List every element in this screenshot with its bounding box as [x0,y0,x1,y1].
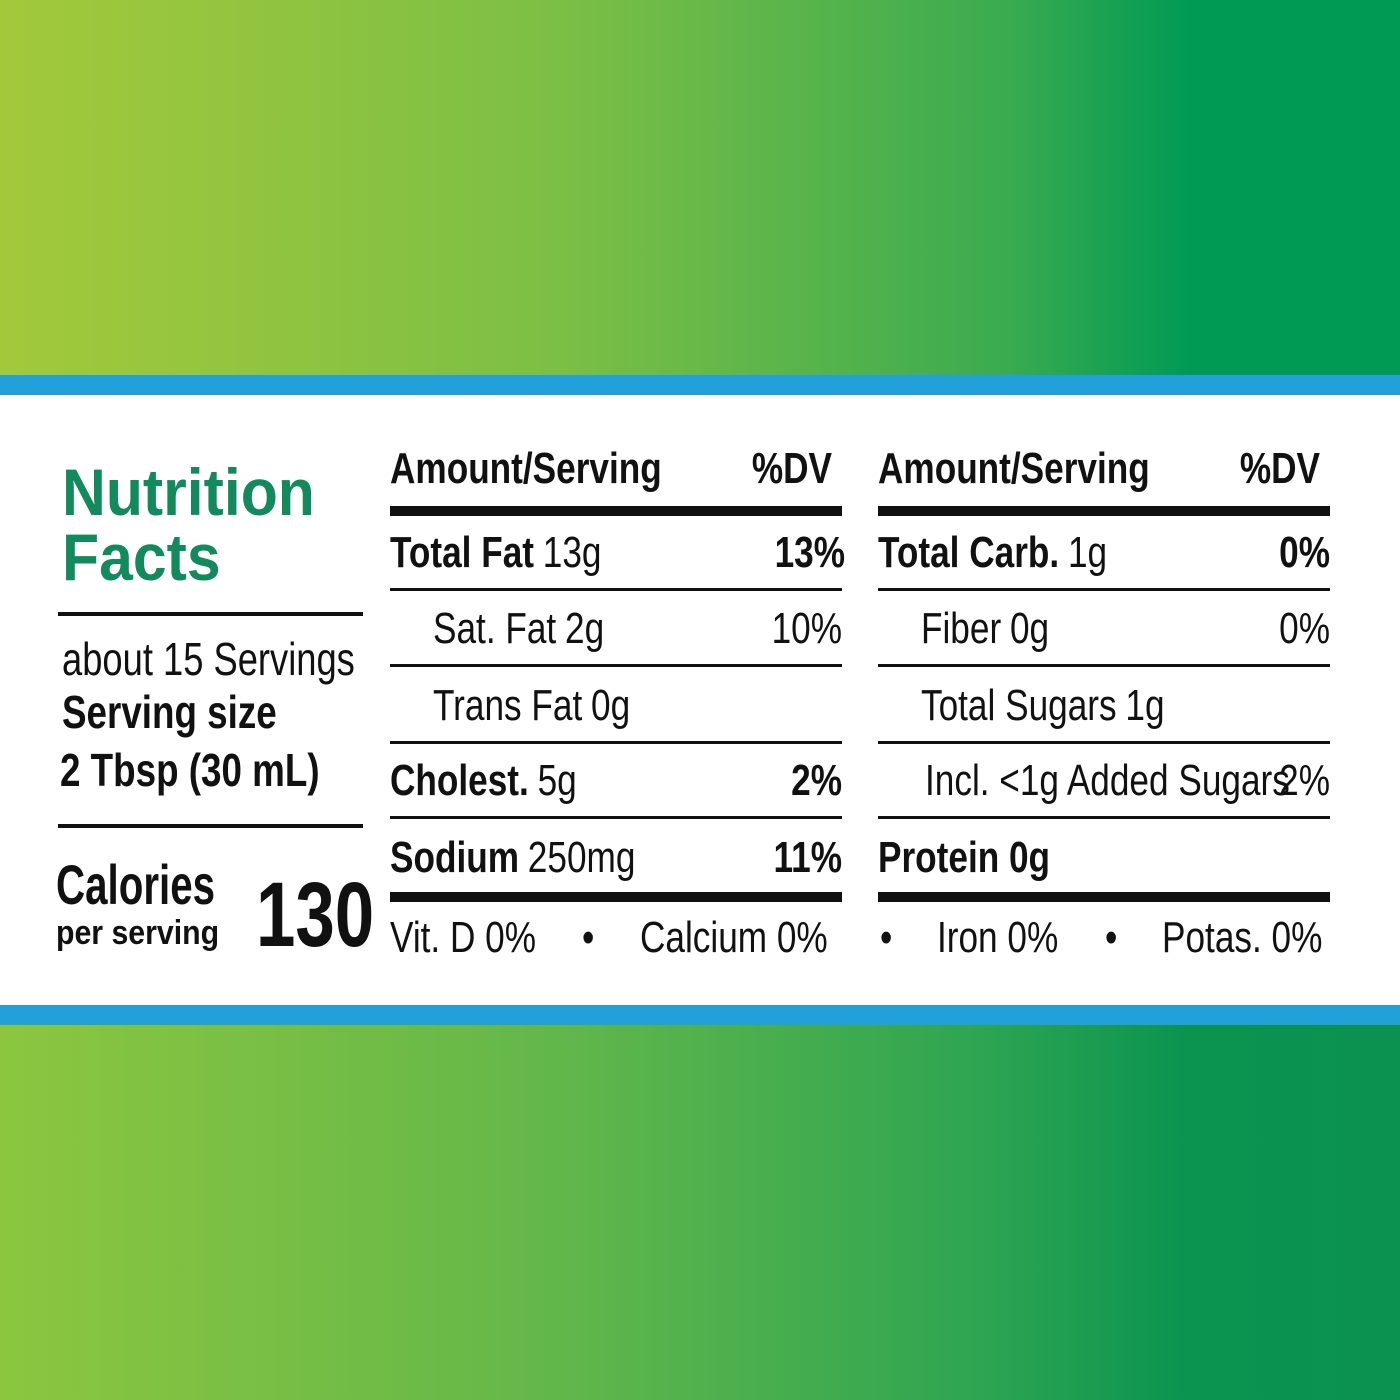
bullet: • [582,913,594,962]
title: Nutrition [62,457,315,530]
title: Facts [62,522,221,595]
nutrient-amount: 13g [543,528,602,577]
thin-rule [390,664,842,667]
nutrient-name: Fiber [921,604,1001,653]
thin-rule [878,816,1330,819]
bullet: • [1105,913,1117,962]
calories-value: 130 [256,864,374,966]
thin-rule [390,741,842,744]
green-background-top [0,0,1400,375]
nutrient-amount: 250mg [528,833,636,882]
thick-rule [390,892,842,902]
column-header-dv: %DV [752,444,833,493]
blue-stripe [0,1005,1400,1025]
nutrient-row: Sat. Fat 2g [433,604,604,653]
divider [58,612,363,616]
nutrient-name: Sodium [390,833,519,882]
daily-value: 0% [1279,604,1330,653]
nutrient-name: Total Sugars [921,681,1117,730]
daily-value: 11% [774,833,842,882]
nutrient-row: Fiber 0g [921,604,1049,653]
daily-value: 10% [772,604,842,653]
thick-rule [878,506,1330,516]
micronutrient: Potas. 0% [1162,913,1322,962]
nutrient-amount: 0g [1010,604,1049,653]
serving-size: 2 Tbsp (30 mL) [60,744,320,796]
column-header: Amount/Serving [390,444,662,493]
nutrient-name: Sat. Fat [433,604,556,653]
thin-rule [390,588,842,591]
nutrient-amount: 1g [1068,528,1107,577]
bullet: • [880,913,892,962]
thick-rule [878,892,1330,902]
nutrient-row: Total Carb. 1g [878,528,1107,577]
nutrient-name: Protein 0g [878,833,1050,882]
micronutrient: Iron 0% [937,913,1058,962]
nutrient-name: Incl. <1g Added Sugars [925,756,1290,805]
thin-rule [878,664,1330,667]
micronutrient: Vit. D 0% [390,913,536,962]
daily-value: 0% [1279,528,1330,577]
calories-sub: per serving [56,913,219,951]
green-background-bottom [0,1025,1400,1400]
column-header: Amount/Serving [878,444,1150,493]
nutrient-name: Trans Fat [433,681,582,730]
daily-value: 2% [1279,756,1330,805]
nutrient-amount: 5g [538,756,577,805]
thin-rule [390,816,842,819]
nutrient-name: Cholest. [390,756,529,805]
nutrient-amount: 1g [1125,681,1164,730]
micronutrient: Calcium 0% [640,913,828,962]
calories-label: Calories [56,855,215,917]
nutrient-row: Trans Fat 0g [433,681,630,730]
daily-value: 13% [775,528,845,577]
thick-rule [390,506,842,516]
nutrient-row: Incl. <1g Added Sugars [925,756,1290,805]
nutrient-row: Cholest. 5g [390,756,577,805]
serving-size-label: Serving size [62,686,277,738]
nutrient-name: Total Carb. [878,528,1059,577]
nutrient-amount: 2g [565,604,604,653]
blue-stripe [0,375,1400,395]
column-header-dv: %DV [1240,444,1321,493]
label-panel [0,395,1400,1005]
servings: about 15 Servings [62,633,355,685]
nutrient-row: Sodium 250mg [390,833,635,882]
nutrient-row: Total Fat 13g [390,528,602,577]
nutrient-amount: 0g [591,681,630,730]
thin-rule [878,588,1330,591]
nutrient-row: Total Sugars 1g [921,681,1165,730]
divider [58,824,363,828]
daily-value: 2% [791,756,842,805]
nutrient-name: Total Fat [390,528,534,577]
thin-rule [878,741,1330,744]
nutrient-row: Protein 0g [878,833,1050,882]
